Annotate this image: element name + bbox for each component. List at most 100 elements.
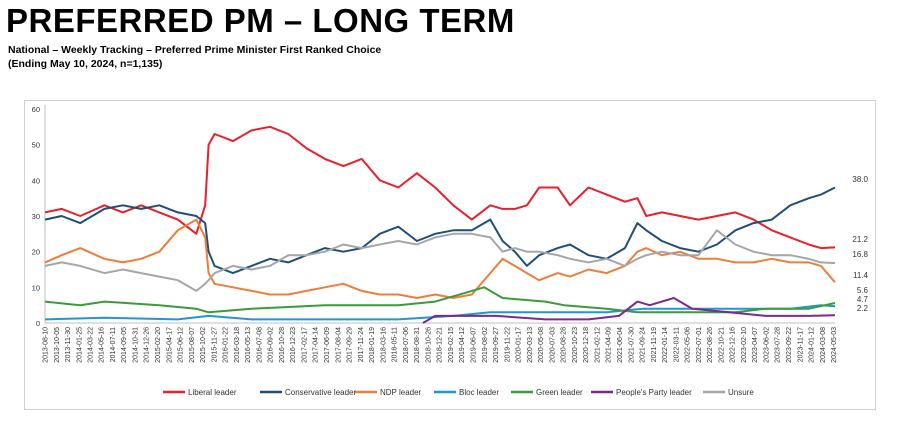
series-line-green-leader [44, 286, 836, 314]
chart-sample-note: (Ending May 10, 2024, n=1,135) [8, 58, 163, 70]
y-tick-label: 10 [32, 283, 40, 292]
y-tick-label: 40 [32, 176, 40, 185]
chart-subtitle: National – Weekly Tracking – Preferred P… [8, 44, 382, 56]
x-tick-label: 2020-03-13 [527, 327, 534, 363]
series-line-ndp-leader [44, 218, 836, 299]
x-tick-label: 2017-06-09 [324, 327, 331, 363]
legend-label: Green leader [536, 388, 583, 397]
x-tick-label: 2022-08-26 [707, 327, 714, 363]
x-tick-label: 2022-05-06 [685, 327, 692, 363]
x-tick-label: 2017-09-29 [347, 327, 354, 363]
y-tick-label: 20 [32, 248, 40, 257]
series-line-conservative-leader [44, 186, 836, 275]
x-tick-label: 2023-09-22 [786, 327, 793, 363]
x-tick-label: 2020-05-08 [538, 327, 545, 363]
x-tick-label: 2013-08-10 [43, 327, 50, 363]
end-value-label: 2.2 [857, 304, 869, 313]
x-tick-label: 2019-08-02 [482, 327, 489, 363]
x-tick-label: 2024-05-03 [831, 327, 838, 363]
x-tick-label: 2017-11-24 [358, 327, 365, 362]
x-tick-label: 2018-07-06 [403, 327, 410, 363]
x-tick-label: 2022-07-01 [696, 327, 703, 363]
x-tick-label: 2019-02-15 [448, 327, 455, 363]
y-tick-label: 0 [36, 319, 40, 328]
x-tick-label: 2014-03-22 [88, 327, 95, 363]
series-line-bloc-leader [44, 304, 836, 321]
x-tick-label: 2016-12-23 [290, 327, 297, 363]
x-tick-label: 2021-04-09 [606, 327, 613, 363]
x-tick-label: 2015-08-07 [189, 327, 196, 363]
end-value-label: 11.4 [853, 271, 869, 280]
x-tick-label: 2016-07-08 [256, 327, 263, 363]
y-tick-label: 50 [32, 141, 40, 150]
y-axis: 0 10 20 30 40 50 60 [32, 105, 46, 328]
legend-label: NDP leader [380, 388, 422, 397]
x-tick-label: 2016-09-02 [268, 327, 275, 363]
end-value-label: 38.0 [852, 175, 868, 184]
x-tick-label: 2024-03-08 [820, 327, 827, 363]
x-tick-label: 2018-12-21 [437, 327, 444, 363]
legend-label: Liberal leader [188, 388, 237, 397]
x-tick-label: 2019-04-12 [459, 327, 466, 363]
x-tick-label: 2022-01-14 [662, 327, 669, 363]
x-tick-label: 2014-10-31 [132, 327, 139, 363]
series-lines [44, 125, 836, 324]
x-tick-label: 2016-05-13 [245, 327, 252, 363]
y-tick-label: 60 [32, 105, 40, 114]
legend-label: Conservative leader [285, 388, 356, 397]
x-tick-label: 2021-09-24 [640, 327, 647, 363]
x-tick-label: 2023-02-10 [741, 327, 748, 363]
end-value-label: 5.6 [857, 286, 869, 295]
x-tick-label: 2021-06-04 [617, 327, 624, 363]
x-tick-label: 2016-03-18 [234, 327, 241, 363]
x-tick-label: 2018-01-19 [369, 327, 376, 363]
series-line-people-s-party-leader [422, 297, 836, 324]
x-tick-label: 2014-05-16 [99, 327, 106, 363]
x-tick-label: 2018-08-31 [414, 327, 421, 363]
x-tick-label: 2021-02-12 [594, 327, 601, 363]
legend: Liberal leader Conservative leader NDP lea… [163, 388, 754, 397]
x-tick-label: 2017-02-17 [301, 327, 308, 363]
x-tick-label: 2020-07-03 [549, 327, 556, 363]
line-chart: 0 10 20 30 40 50 60 2013-08-10 2013-10-05 2013-1… [32, 105, 869, 397]
x-tick-label: 2019-06-07 [471, 327, 478, 363]
x-tick-label: 2020-10-23 [572, 327, 579, 363]
legend-label: People's Party leader [616, 388, 692, 397]
x-tick-label: 2020-01-17 [516, 327, 523, 363]
x-tick-label: 2017-08-04 [335, 327, 342, 363]
x-tick-label: 2014-07-11 [110, 327, 117, 362]
x-axis: 2013-08-10 2013-10-05 2013-11-30 2014-01-25… [43, 322, 838, 363]
x-tick-label: 2015-06-12 [178, 327, 185, 363]
series-line-liberal-leader [44, 125, 836, 250]
x-tick-label: 2014-12-26 [144, 327, 151, 363]
x-tick-label: 2024-01-12 [809, 327, 816, 363]
x-tick-label: 2015-02-20 [155, 327, 162, 363]
x-tick-label: 2018-03-16 [380, 327, 387, 363]
x-tick-label: 2018-10-26 [425, 327, 432, 363]
legend-label: Bloc leader [459, 388, 499, 397]
x-tick-label: 2020-12-18 [583, 327, 590, 363]
page-title: PREFERRED PM – LONG TERM [6, 2, 515, 39]
x-tick-label: 2017-04-14 [313, 327, 320, 363]
x-tick-label: 2020-08-28 [561, 327, 568, 363]
x-tick-label: 2023-04-07 [752, 327, 759, 363]
x-tick-label: 2021-07-30 [628, 327, 635, 363]
x-tick-label: 2015-11-27 [211, 327, 218, 362]
series-line-unsure [44, 229, 836, 292]
legend-label: Unsure [728, 388, 754, 397]
x-tick-label: 2022-12-16 [730, 327, 737, 363]
x-tick-label: 2023-11-17 [797, 327, 804, 362]
x-tick-label: 2016-01-22 [223, 327, 230, 363]
end-value-label: 16.8 [852, 250, 868, 259]
x-tick-label: 2013-10-05 [54, 327, 61, 363]
y-tick-label: 30 [32, 212, 40, 221]
chart-frame: 0 10 20 30 40 50 60 2013-08-10 2013-10-05 2013-1… [24, 100, 876, 410]
end-value-label: 4.7 [857, 295, 869, 304]
x-tick-label: 2022-03-11 [673, 327, 680, 362]
x-tick-label: 2019-11-22 [504, 327, 511, 362]
x-tick-label: 2014-01-25 [76, 327, 83, 363]
x-tick-label: 2013-11-30 [65, 327, 72, 362]
x-tick-label: 2023-07-28 [775, 327, 782, 363]
x-tick-label: 2021-11-19 [651, 327, 658, 362]
x-tick-label: 2018-05-11 [392, 327, 399, 362]
